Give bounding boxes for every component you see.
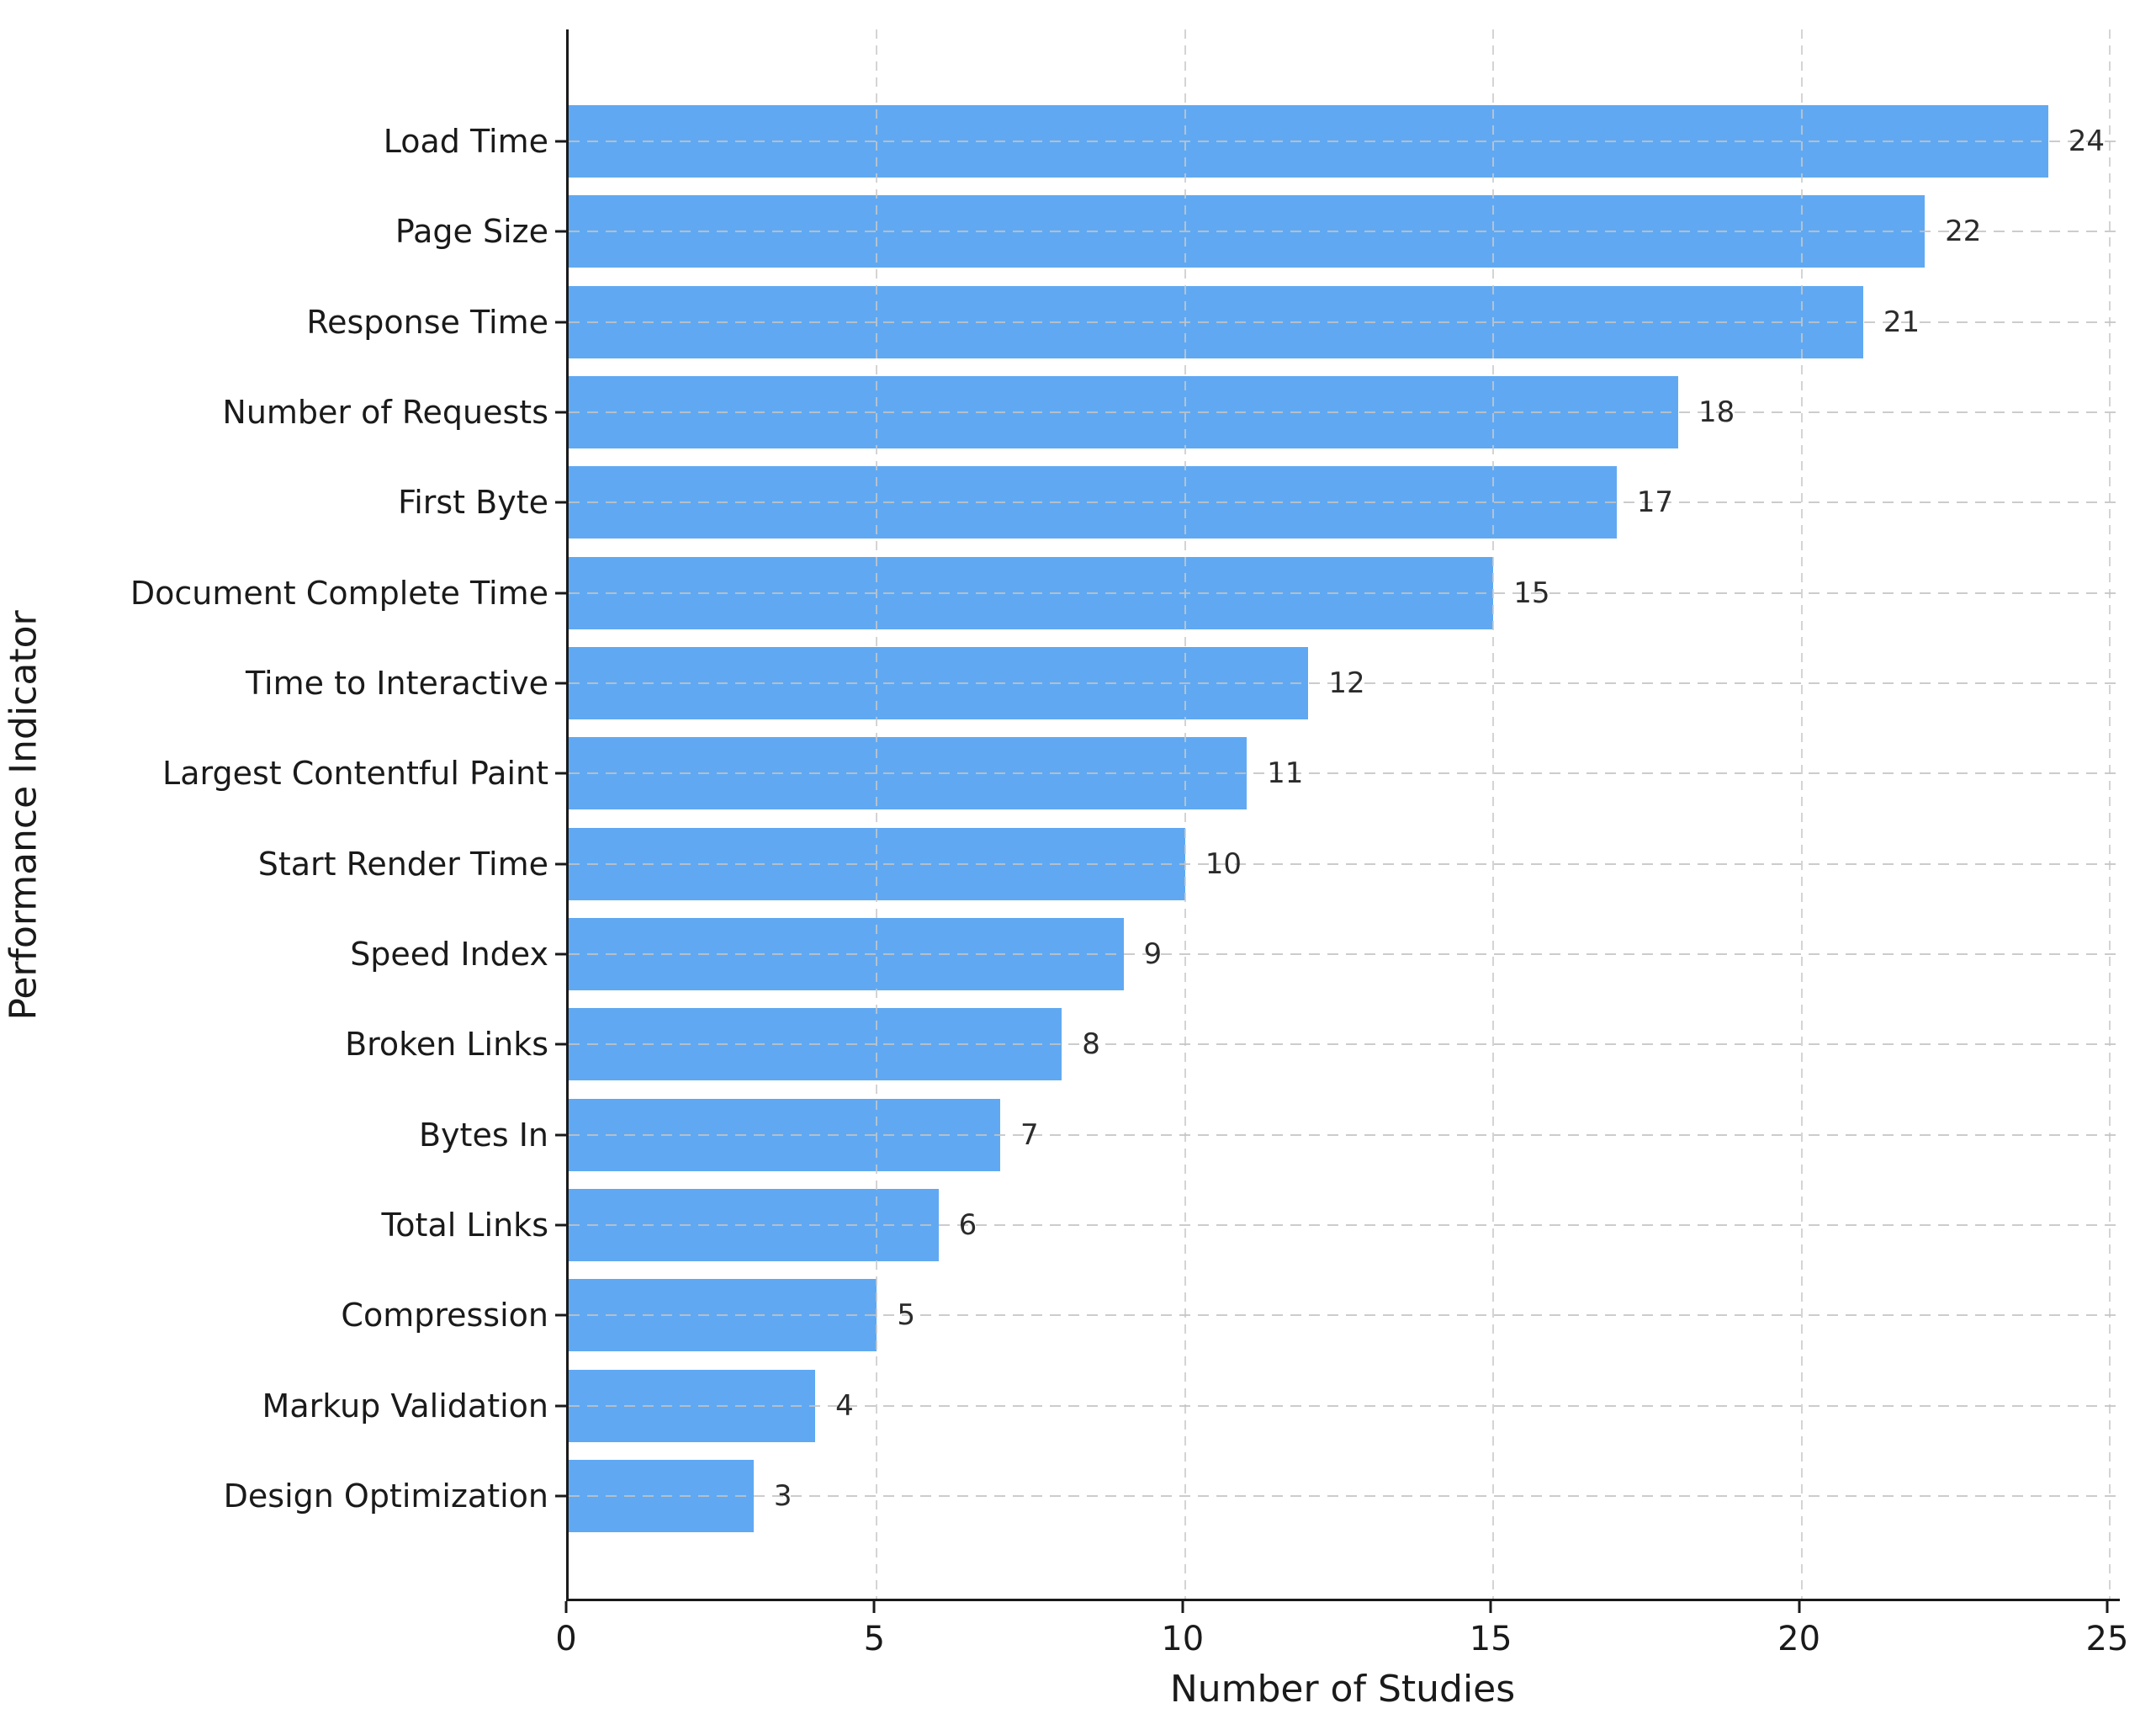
x-gridline (876, 29, 878, 1599)
value-label: 4 (835, 1388, 854, 1423)
category-label: Response Time (306, 303, 548, 341)
y-axis-title: Performance Indicator (2, 610, 45, 1021)
value-label: 10 (1205, 846, 1242, 881)
x-tick-mark (2106, 1601, 2109, 1613)
category-label: Speed Index (350, 935, 548, 973)
value-label: 24 (2068, 125, 2105, 158)
x-gridline (1492, 29, 1495, 1599)
x-tick-mark (564, 1601, 568, 1613)
y-gridline (569, 1404, 2120, 1407)
value-label: 18 (1698, 395, 1735, 429)
y-tick-mark (555, 1133, 566, 1137)
y-gridline (569, 501, 2120, 504)
value-label: 6 (958, 1207, 977, 1242)
value-label: 22 (1945, 215, 1982, 249)
x-tick-label: 20 (1777, 1620, 1821, 1658)
y-gridline (569, 1133, 2120, 1136)
y-gridline (569, 952, 2120, 955)
category-label: Start Render Time (257, 845, 548, 883)
y-tick-mark (555, 592, 566, 595)
x-tick-label: 0 (555, 1620, 577, 1658)
plot-area: 24 22 21 18 17 15 12 11 10 9 8 7 6 5 4 3 (566, 29, 2120, 1601)
value-label: 17 (1636, 485, 1674, 520)
y-tick-mark (555, 1494, 566, 1498)
y-gridline (569, 592, 2120, 594)
y-gridline (569, 682, 2120, 684)
y-gridline (569, 231, 2120, 233)
x-tick-label: 25 (2085, 1620, 2129, 1658)
value-label: 5 (897, 1298, 916, 1333)
x-tick-mark (1181, 1601, 1184, 1613)
category-label: Total Links (381, 1206, 548, 1244)
category-label: Time to Interactive (246, 664, 548, 702)
value-label: 9 (1143, 936, 1163, 971)
y-tick-mark (555, 140, 566, 143)
y-gridline (569, 1494, 2120, 1497)
y-gridline (569, 411, 2120, 413)
category-label: Design Optimization (223, 1477, 548, 1515)
value-label: 21 (1883, 305, 1920, 339)
y-tick-mark (555, 230, 566, 233)
x-gridline (1184, 29, 1186, 1599)
x-tick-mark (1489, 1601, 1492, 1613)
y-gridline (569, 772, 2120, 775)
category-label: Broken Links (345, 1026, 548, 1064)
y-gridline (569, 141, 2120, 142)
y-tick-mark (555, 772, 566, 775)
y-gridline (569, 321, 2120, 323)
value-label: 8 (1082, 1027, 1100, 1062)
category-label: Bytes In (418, 1116, 548, 1154)
value-label: 3 (773, 1478, 792, 1513)
y-tick-mark (555, 321, 566, 324)
x-tick-mark (872, 1601, 876, 1613)
category-label: Page Size (395, 213, 548, 251)
y-tick-mark (555, 501, 566, 504)
x-tick-mark (1798, 1601, 1801, 1613)
category-label: Number of Requests (222, 393, 548, 431)
y-tick-mark (555, 952, 566, 956)
y-gridline (569, 1043, 2120, 1046)
x-axis-title: Number of Studies (1169, 1668, 1516, 1711)
category-label: First Byte (398, 484, 548, 522)
category-label: Load Time (383, 123, 548, 160)
value-label: 11 (1267, 756, 1304, 791)
x-tick-label: 15 (1469, 1620, 1512, 1658)
x-gridline (2109, 29, 2111, 1599)
value-label: 12 (1328, 666, 1365, 700)
y-tick-mark (555, 862, 566, 866)
y-tick-mark (555, 411, 566, 414)
category-label: Largest Contentful Paint (162, 755, 548, 793)
y-gridline (569, 1314, 2120, 1317)
category-label: Compression (341, 1297, 548, 1334)
y-tick-mark (555, 1313, 566, 1317)
y-tick-mark (555, 1043, 566, 1046)
category-label: Document Complete Time (130, 574, 548, 612)
y-tick-mark (555, 682, 566, 685)
value-label: 7 (1020, 1117, 1039, 1152)
x-gridline (1800, 29, 1803, 1599)
y-tick-mark (555, 1404, 566, 1408)
category-label: Markup Validation (262, 1387, 548, 1425)
y-tick-mark (555, 1223, 566, 1227)
x-tick-label: 10 (1161, 1620, 1205, 1658)
value-label: 15 (1513, 576, 1550, 610)
y-gridline (569, 862, 2120, 865)
x-tick-label: 5 (863, 1620, 886, 1658)
y-gridline (569, 1223, 2120, 1226)
